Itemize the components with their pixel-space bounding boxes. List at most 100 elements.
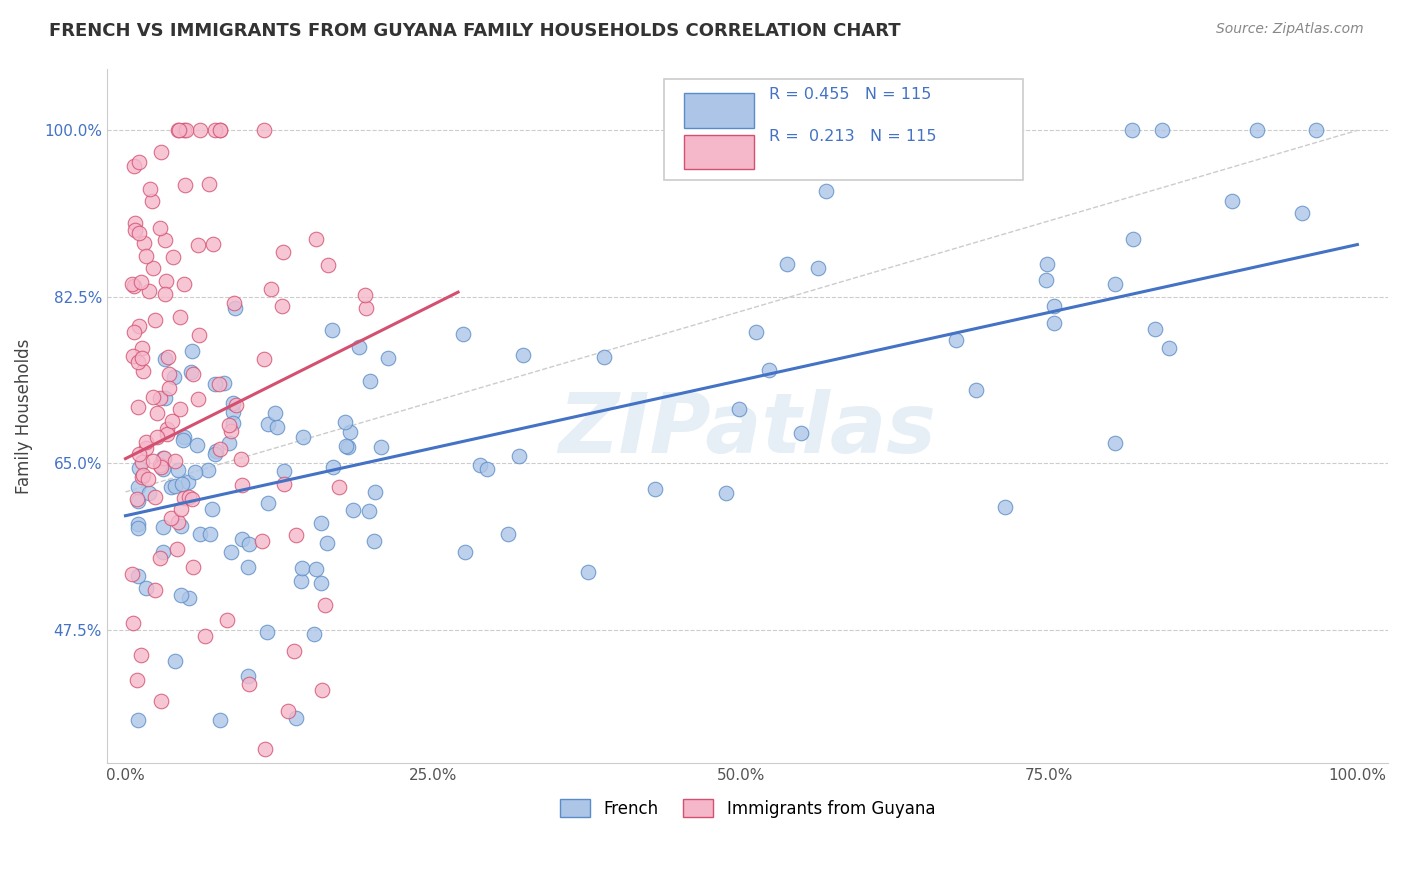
Point <box>188 526 211 541</box>
Point <box>221 395 243 409</box>
Point <box>131 342 153 356</box>
Text: FRENCH VS IMMIGRANTS FROM GUYANA FAMILY HOUSEHOLDS CORRELATION CHART: FRENCH VS IMMIGRANTS FROM GUYANA FAMILY … <box>49 22 901 40</box>
Point <box>134 236 156 251</box>
Point <box>127 569 149 583</box>
Point <box>349 341 371 355</box>
Point <box>153 287 176 301</box>
Point <box>335 439 357 453</box>
Point <box>135 434 157 449</box>
Point <box>218 417 240 432</box>
Point <box>152 545 174 559</box>
Point <box>475 462 498 476</box>
Point <box>124 223 146 237</box>
Point <box>142 454 165 468</box>
Point <box>149 145 172 159</box>
Point <box>187 238 209 252</box>
Point <box>305 232 328 246</box>
Point <box>204 447 226 461</box>
Point <box>179 591 201 605</box>
Point <box>1043 316 1066 330</box>
Point <box>157 381 180 395</box>
Point <box>186 392 208 407</box>
Point <box>157 368 180 382</box>
Point <box>314 598 336 612</box>
Point <box>143 582 166 597</box>
Point <box>221 425 243 439</box>
Point <box>273 477 295 491</box>
Y-axis label: Family Households: Family Households <box>15 338 32 493</box>
Point <box>231 478 253 492</box>
Point <box>181 367 204 381</box>
Point <box>1246 123 1268 137</box>
Point <box>143 313 166 327</box>
Text: ZIPatlas: ZIPatlas <box>558 389 936 470</box>
Point <box>1143 322 1166 336</box>
Point <box>167 515 190 529</box>
Point <box>155 274 177 288</box>
Point <box>222 295 245 310</box>
Point <box>468 458 491 473</box>
Point <box>181 560 204 574</box>
Point <box>169 402 191 417</box>
Point <box>162 250 184 264</box>
Point <box>132 364 155 378</box>
Point <box>129 648 152 663</box>
Point <box>238 537 260 551</box>
Point <box>271 244 294 259</box>
Point <box>127 517 149 532</box>
Point <box>1035 273 1057 287</box>
Point <box>122 278 145 293</box>
Point <box>266 420 288 434</box>
Point <box>201 501 224 516</box>
Point <box>197 463 219 477</box>
Point <box>316 536 339 550</box>
Point <box>149 458 172 472</box>
Point <box>283 644 305 658</box>
Point <box>225 398 247 412</box>
Point <box>145 406 167 420</box>
Point <box>127 714 149 728</box>
Point <box>342 503 364 517</box>
Point <box>644 483 666 497</box>
Legend: French, Immigrants from Guyana: French, Immigrants from Guyana <box>554 793 942 824</box>
Point <box>125 673 148 687</box>
Point <box>270 299 292 313</box>
Point <box>174 123 197 137</box>
Point <box>198 177 221 191</box>
Point <box>153 451 176 466</box>
Point <box>204 377 226 392</box>
Point <box>131 455 153 469</box>
Point <box>359 374 381 388</box>
Point <box>377 351 399 366</box>
Point <box>309 575 332 590</box>
Point <box>135 582 157 596</box>
Point <box>139 182 162 196</box>
Text: R =  0.213   N = 115: R = 0.213 N = 115 <box>769 129 936 144</box>
Point <box>337 440 360 454</box>
Point <box>124 216 146 230</box>
Point <box>127 480 149 494</box>
Point <box>238 677 260 691</box>
Point <box>128 319 150 334</box>
Point <box>322 460 344 475</box>
Point <box>160 480 183 494</box>
Point <box>173 178 195 192</box>
Point <box>222 405 245 419</box>
Point <box>302 627 325 641</box>
Point <box>776 257 799 271</box>
Point <box>451 326 474 341</box>
Point <box>156 351 179 365</box>
Point <box>257 417 280 431</box>
Point <box>181 492 204 507</box>
Point <box>149 694 172 708</box>
Point <box>305 562 328 576</box>
Point <box>512 348 534 362</box>
Point <box>155 351 177 366</box>
Point <box>290 574 312 588</box>
Point <box>354 301 377 316</box>
Point <box>728 402 751 417</box>
Point <box>167 463 190 477</box>
Point <box>253 123 276 137</box>
Point <box>132 467 155 482</box>
Point <box>169 123 191 137</box>
